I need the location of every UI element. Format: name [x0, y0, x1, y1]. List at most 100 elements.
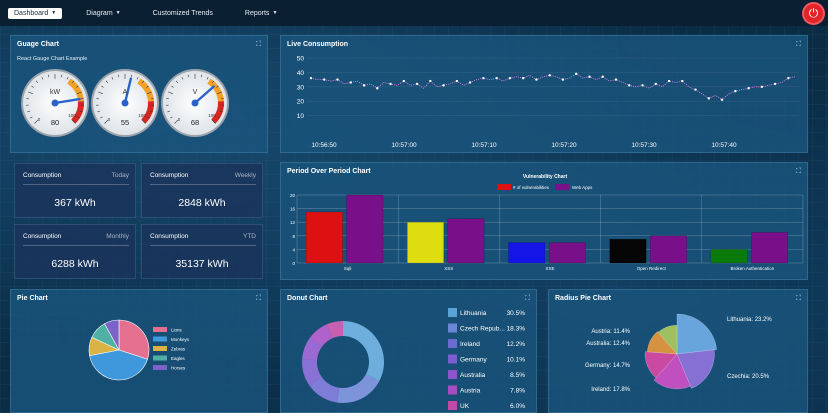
data-point [654, 82, 657, 86]
gauge-value: 55 [121, 118, 129, 127]
legend-value: 12.2% [507, 341, 526, 348]
gauge-unit: kW [50, 89, 61, 96]
data-point [402, 79, 406, 83]
radius-slice [644, 351, 678, 379]
legend-swatch [448, 385, 457, 395]
gauge-chart: kW 0 100 80 A 0 100 55 V 0 100 68 [21, 69, 229, 137]
y-tick-label: 12 [290, 220, 296, 225]
live-line-chart: 50 40 30 20 10 10:56:50 10:57:00 10:57:10 10:57:… [297, 56, 799, 149]
radius-slice [676, 313, 717, 355]
gauge-tick [211, 119, 216, 124]
y-tick-label: 40 [297, 70, 305, 77]
data-point [773, 82, 777, 86]
gauge-subtitle: React Gauge Chart Example [17, 56, 88, 62]
gauge-hub [191, 99, 199, 107]
legend-label: Ireland [460, 341, 480, 348]
stat-value: 35137 kWh [175, 258, 229, 270]
gauge-min: 0 [178, 117, 181, 122]
gauge-tick [216, 85, 219, 88]
stat-period: YTD [243, 233, 256, 240]
gauge-tick [41, 77, 44, 80]
gauge-max: 100 [68, 113, 76, 118]
x-tick-label: XSS [444, 266, 453, 271]
radius-slice [657, 324, 678, 355]
nav-dashboard-label: Dashboard [14, 9, 49, 17]
data-point [482, 76, 485, 80]
legend-swatch [448, 370, 457, 379]
gauge-tick [220, 110, 223, 113]
stat-value: 367 kWh [54, 197, 96, 209]
data-point [508, 76, 512, 80]
data-point [734, 89, 737, 93]
gauge-min: 0 [108, 117, 111, 122]
gauge-tick [31, 85, 34, 88]
chevron-down-icon: ▼ [272, 10, 278, 16]
data-point [694, 88, 697, 91]
legend-swatch [448, 308, 457, 317]
stat-value: 2848 kWh [178, 197, 226, 209]
expand-icon[interactable]: ⛶ [256, 295, 261, 302]
data-point [535, 78, 538, 81]
gauge-tick [175, 80, 179, 84]
stat-weekly: Consumption Weekly 2848 kWh [141, 163, 263, 218]
gauge-tick [47, 74, 50, 78]
y-tick-label: 10 [297, 113, 305, 120]
data-point [760, 85, 764, 88]
gauge-value: 68 [191, 118, 199, 127]
legend-label: Lions [171, 328, 183, 333]
expand-icon[interactable]: ⛶ [796, 41, 801, 48]
expand-icon[interactable]: ⛶ [796, 295, 801, 302]
gauge-tick [170, 116, 173, 119]
nav-customized-trends[interactable]: Customized Trends [147, 8, 219, 19]
stat-label: Consumption [150, 172, 189, 179]
legend-label: Monkeys [171, 337, 190, 342]
y-tick-label: 0 [292, 261, 295, 266]
gauge-danger-band [141, 101, 154, 124]
expand-icon[interactable]: ⛶ [256, 41, 261, 48]
legend-swatch [448, 401, 457, 410]
bar [548, 242, 586, 264]
donut-chart: Lithuania 30.5% Czech Repub... 18.3% Ireland… [302, 308, 526, 410]
nav-reports[interactable]: Reports ▼ [239, 8, 283, 19]
legend-value: 6.0% [510, 403, 525, 410]
legend-value: 10.1% [507, 357, 526, 364]
gauge-tick [77, 116, 80, 119]
gauge-tick [35, 80, 39, 84]
data-point [389, 82, 392, 86]
donut-panel-title: Donut Chart [287, 295, 328, 302]
nav-dashboard[interactable]: Dashboard ▼ [8, 7, 63, 19]
x-tick-label: 10:56:50 [311, 142, 337, 149]
data-point [561, 78, 565, 81]
bar [710, 249, 748, 264]
slice-label: Ireland: 17.8% [591, 387, 630, 393]
expand-icon[interactable]: ⛶ [525, 295, 530, 302]
bar [751, 232, 789, 264]
legend-swatch [153, 355, 167, 361]
legend-label: Germany [460, 357, 487, 364]
divider [23, 245, 129, 246]
y-tick-label: 16 [290, 207, 296, 212]
gauge-tick [136, 77, 139, 80]
gauge-danger-band [211, 101, 224, 124]
data-point [614, 78, 618, 81]
nav-diagram[interactable]: Diagram ▼ [80, 8, 126, 19]
gauge-tick [71, 80, 75, 84]
gauge-tick [104, 119, 109, 124]
legend-label: Lithuania [460, 310, 487, 317]
radius-slice [647, 331, 678, 355]
legend-value: 8.5% [510, 372, 525, 379]
expand-icon[interactable]: ⛶ [796, 168, 801, 175]
gauge-tick [141, 119, 146, 124]
bar [447, 218, 485, 264]
data-point [588, 75, 591, 78]
x-tick-label: Open Redirect [637, 266, 667, 271]
power-button[interactable]: ⏻ [804, 4, 823, 23]
slice-label: Czechia: 20.5% [727, 374, 770, 380]
gauge-tick [217, 91, 222, 95]
y-tick-label: 20 [290, 193, 296, 198]
y-tick-label: 8 [292, 234, 295, 239]
divider [23, 184, 129, 185]
pie-slice [89, 349, 148, 381]
data-point [415, 82, 419, 86]
data-point [455, 79, 459, 83]
